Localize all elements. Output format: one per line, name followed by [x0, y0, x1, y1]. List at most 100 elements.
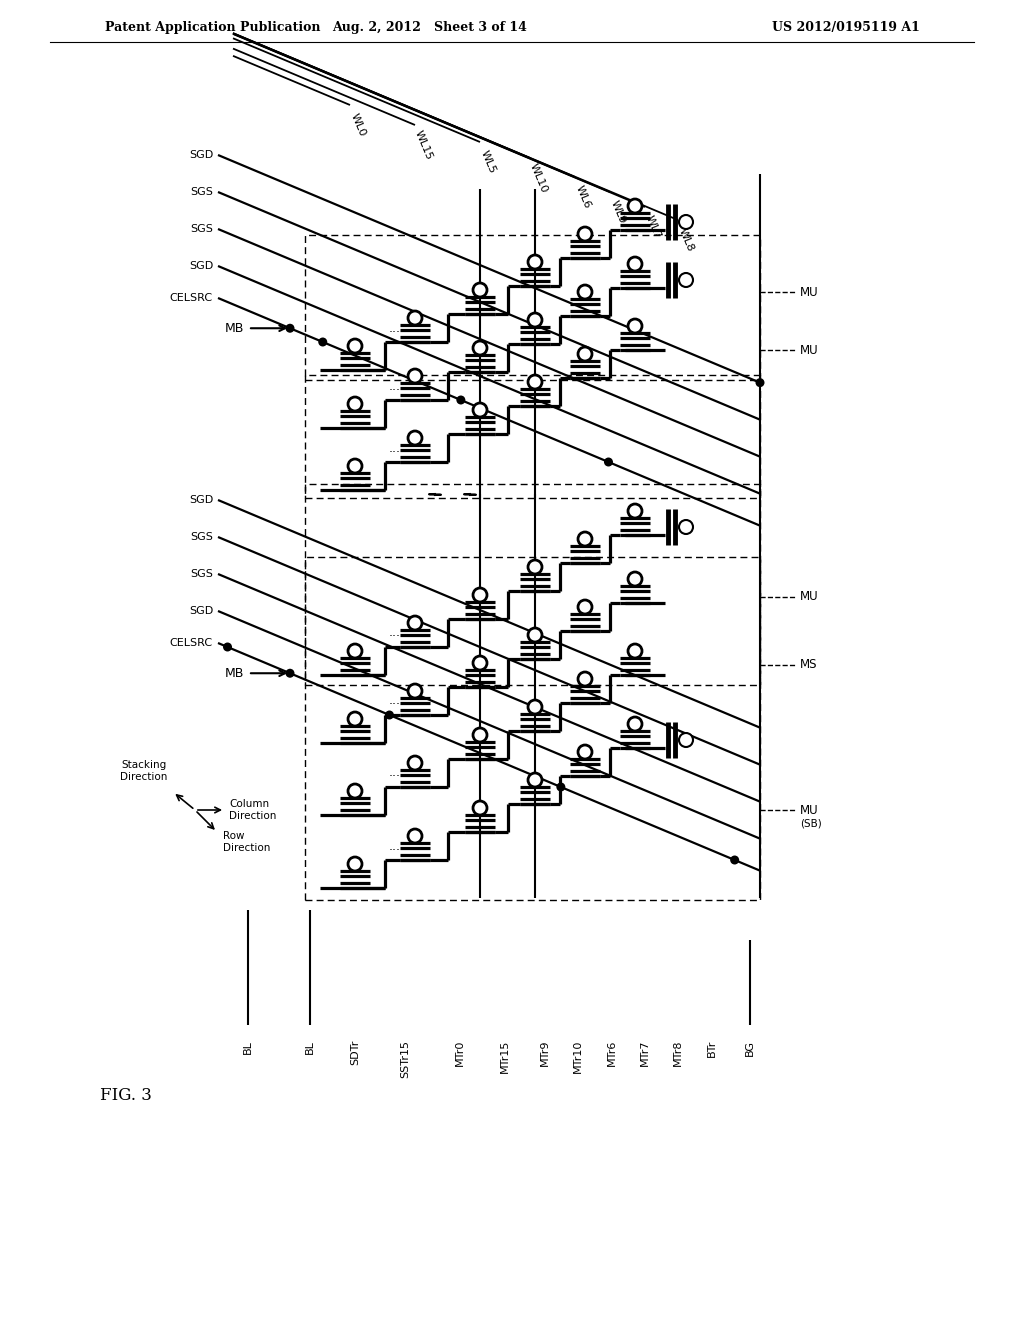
Circle shape — [679, 215, 693, 228]
Text: SGS: SGS — [190, 569, 213, 579]
Text: SGS: SGS — [190, 532, 213, 543]
Circle shape — [528, 560, 542, 574]
Circle shape — [628, 504, 642, 517]
Circle shape — [528, 375, 542, 389]
Text: (SB): (SB) — [800, 818, 821, 829]
Text: MTr6: MTr6 — [607, 1040, 617, 1067]
Text: Aug. 2, 2012   Sheet 3 of 14: Aug. 2, 2012 Sheet 3 of 14 — [333, 21, 527, 33]
Text: WL7: WL7 — [644, 214, 663, 240]
Text: MU: MU — [800, 590, 818, 603]
Text: WL6: WL6 — [573, 183, 592, 210]
Circle shape — [528, 700, 542, 714]
Text: WL0: WL0 — [348, 112, 368, 139]
Text: MTr10: MTr10 — [573, 1040, 583, 1073]
Text: ...: ... — [389, 380, 401, 392]
Text: SGD: SGD — [188, 261, 213, 271]
Circle shape — [528, 255, 542, 269]
Circle shape — [528, 628, 542, 642]
Text: WL9: WL9 — [608, 199, 628, 226]
Text: SGD: SGD — [188, 495, 213, 506]
Text: BL: BL — [305, 1040, 315, 1053]
Circle shape — [286, 669, 295, 677]
Text: MB: MB — [224, 322, 244, 335]
Circle shape — [756, 378, 765, 387]
Circle shape — [348, 857, 362, 871]
Text: BG: BG — [745, 1040, 755, 1056]
Circle shape — [578, 532, 592, 546]
Circle shape — [348, 339, 362, 352]
Text: SDTr: SDTr — [350, 1040, 360, 1065]
Text: WL15: WL15 — [413, 128, 434, 161]
Circle shape — [578, 227, 592, 242]
Circle shape — [473, 729, 487, 742]
Text: MU: MU — [800, 343, 818, 356]
Circle shape — [628, 319, 642, 333]
Text: MU: MU — [800, 804, 818, 817]
Text: SSTr15: SSTr15 — [400, 1040, 410, 1078]
Circle shape — [385, 710, 394, 719]
Circle shape — [578, 347, 592, 360]
Circle shape — [473, 282, 487, 297]
Circle shape — [679, 273, 693, 286]
Text: ...: ... — [389, 840, 401, 853]
Circle shape — [457, 396, 465, 404]
Circle shape — [473, 801, 487, 814]
Text: MTr8: MTr8 — [673, 1040, 683, 1067]
Text: SGS: SGS — [190, 224, 213, 234]
Text: WL5: WL5 — [478, 149, 498, 176]
Text: FIG. 3: FIG. 3 — [100, 1086, 152, 1104]
Text: MTr7: MTr7 — [640, 1040, 650, 1067]
Circle shape — [628, 257, 642, 271]
Text: ...: ... — [389, 627, 401, 639]
Circle shape — [604, 458, 613, 466]
Circle shape — [628, 717, 642, 731]
Text: MTr9: MTr9 — [540, 1040, 550, 1067]
Circle shape — [408, 756, 422, 770]
Text: MS: MS — [800, 659, 817, 672]
Circle shape — [348, 644, 362, 657]
Circle shape — [679, 733, 693, 747]
Text: US 2012/0195119 A1: US 2012/0195119 A1 — [772, 21, 920, 33]
Circle shape — [679, 520, 693, 535]
Text: MU: MU — [800, 285, 818, 298]
Text: CELSRC: CELSRC — [170, 293, 213, 304]
Circle shape — [578, 672, 592, 686]
Circle shape — [348, 784, 362, 799]
Circle shape — [473, 587, 487, 602]
Text: MB: MB — [224, 667, 244, 680]
Text: SGD: SGD — [188, 150, 213, 160]
Text: SGS: SGS — [190, 187, 213, 197]
Circle shape — [473, 341, 487, 355]
Text: Patent Application Publication: Patent Application Publication — [105, 21, 321, 33]
Text: MTr0: MTr0 — [455, 1040, 465, 1067]
Circle shape — [408, 432, 422, 445]
Text: ...: ... — [389, 694, 401, 708]
Circle shape — [473, 403, 487, 417]
Circle shape — [408, 829, 422, 843]
Circle shape — [628, 644, 642, 657]
Circle shape — [578, 744, 592, 759]
Circle shape — [528, 313, 542, 327]
Circle shape — [473, 656, 487, 671]
Text: WL8: WL8 — [677, 227, 695, 253]
Circle shape — [348, 711, 362, 726]
Circle shape — [578, 285, 592, 300]
Text: SGD: SGD — [188, 606, 213, 616]
Circle shape — [408, 684, 422, 698]
Circle shape — [408, 616, 422, 630]
Text: WL10: WL10 — [527, 161, 549, 194]
Text: Column
Direction: Column Direction — [229, 799, 276, 821]
Circle shape — [348, 397, 362, 411]
Text: Stacking
Direction: Stacking Direction — [120, 760, 167, 781]
Circle shape — [408, 312, 422, 325]
Circle shape — [318, 338, 328, 346]
Circle shape — [730, 855, 739, 865]
Circle shape — [348, 459, 362, 473]
Circle shape — [408, 370, 422, 383]
Circle shape — [223, 643, 232, 652]
Text: MTr15: MTr15 — [500, 1040, 510, 1073]
Text: CELSRC: CELSRC — [170, 638, 213, 648]
Text: BL: BL — [243, 1040, 253, 1053]
Circle shape — [286, 323, 295, 333]
Circle shape — [628, 572, 642, 586]
